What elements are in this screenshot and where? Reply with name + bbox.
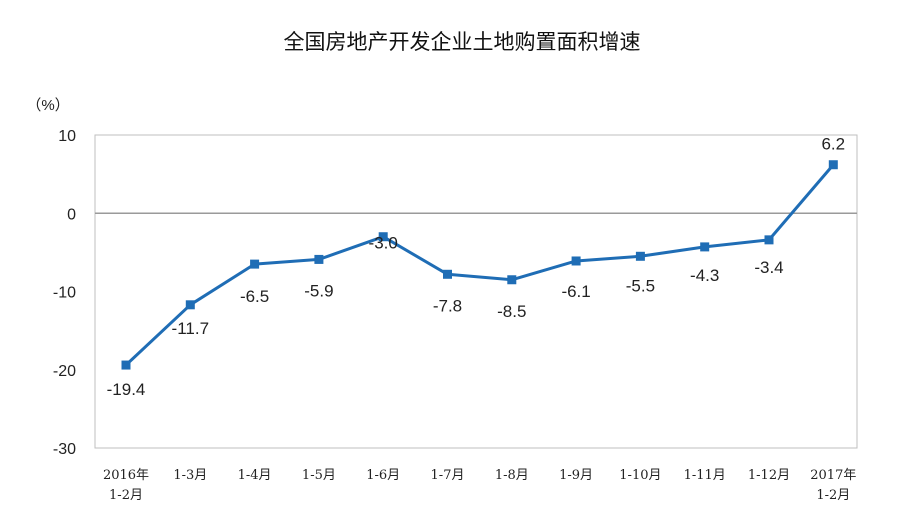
data-label: -19.4 bbox=[107, 380, 146, 399]
data-label: -5.9 bbox=[304, 281, 333, 300]
data-label: -11.7 bbox=[172, 319, 210, 338]
data-point-marker bbox=[507, 275, 517, 285]
x-tick-label: 1-9月 bbox=[559, 468, 593, 483]
y-tick-label: -10 bbox=[53, 285, 76, 302]
x-tick-label: 2017年 bbox=[810, 468, 856, 483]
y-tick-label: -20 bbox=[53, 363, 76, 380]
data-point-marker bbox=[121, 360, 131, 370]
data-label: -4.3 bbox=[690, 266, 719, 285]
data-label: -6.5 bbox=[240, 287, 269, 306]
data-label: -3.4 bbox=[754, 258, 783, 277]
x-tick-label: 1-12月 bbox=[748, 468, 790, 483]
x-tick-label: 1-10月 bbox=[619, 468, 661, 483]
data-point-marker bbox=[250, 259, 260, 269]
data-point-marker bbox=[764, 235, 774, 245]
data-label: -5.5 bbox=[626, 276, 655, 295]
x-tick-label: 1-3月 bbox=[173, 468, 207, 483]
chart-title: 全国房地产开发企业土地购置面积增速 bbox=[284, 30, 641, 54]
x-tick-label: 1-2月 bbox=[816, 488, 850, 503]
data-point-marker bbox=[700, 242, 710, 252]
data-point-marker bbox=[443, 269, 452, 279]
plot-frame bbox=[94, 134, 858, 449]
data-point-marker bbox=[635, 251, 645, 261]
x-tick-label: 1-11月 bbox=[684, 468, 726, 483]
y-tick-label: 10 bbox=[58, 128, 76, 145]
data-label: -3.0 bbox=[369, 234, 398, 253]
x-tick-label: 1-8月 bbox=[495, 468, 529, 483]
x-tick-label: 1-6月 bbox=[366, 468, 400, 483]
y-axis-unit: （%） bbox=[26, 97, 69, 114]
y-tick-label: 0 bbox=[67, 206, 76, 223]
data-label: -8.5 bbox=[497, 302, 526, 321]
x-tick-label: 1-2月 bbox=[109, 488, 143, 503]
y-tick-label: -30 bbox=[53, 441, 76, 458]
data-point-marker bbox=[185, 300, 195, 310]
x-tick-label: 1-7月 bbox=[431, 468, 465, 483]
data-point-marker bbox=[314, 254, 324, 264]
x-tick-label: 2016年 bbox=[103, 468, 149, 483]
data-label: -6.1 bbox=[561, 282, 590, 301]
data-label: 6.2 bbox=[821, 135, 845, 154]
x-tick-label: 1-5月 bbox=[302, 468, 336, 483]
series-line bbox=[124, 163, 835, 367]
data-point-marker bbox=[828, 160, 838, 170]
data-point-marker bbox=[571, 256, 581, 266]
data-point-marker bbox=[378, 232, 388, 242]
data-label: -7.8 bbox=[433, 296, 462, 315]
x-tick-label: 1-4月 bbox=[238, 468, 272, 483]
